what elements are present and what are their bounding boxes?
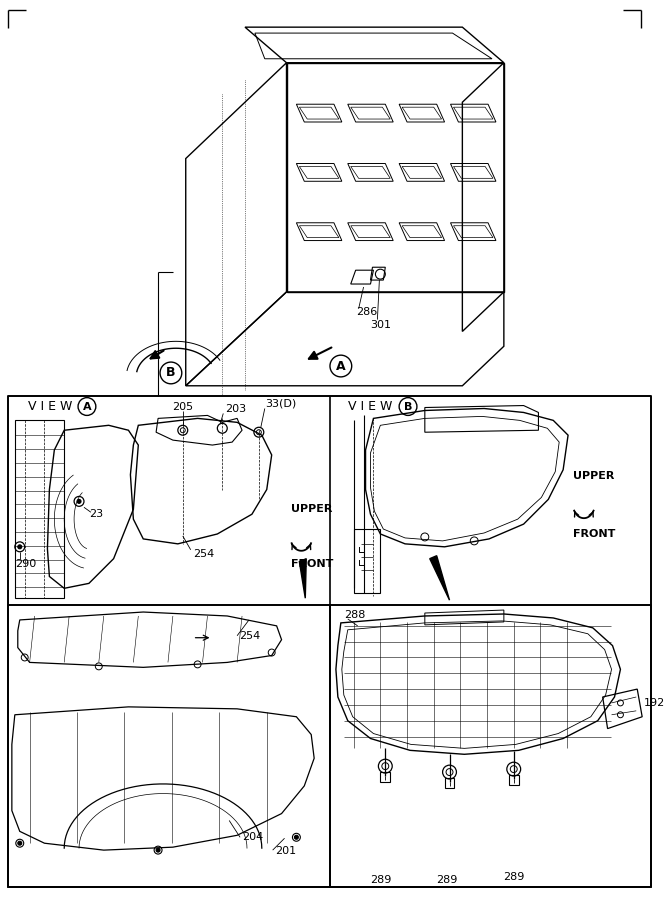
Text: 289: 289 [370, 875, 391, 885]
Text: FRONT: FRONT [573, 529, 616, 539]
Text: 33(D): 33(D) [265, 399, 296, 409]
Bar [8, 605, 330, 886]
Bar [330, 605, 651, 886]
Polygon shape [430, 555, 450, 600]
Text: 289: 289 [436, 875, 458, 885]
Circle shape [18, 544, 22, 549]
Text: 254: 254 [193, 549, 214, 559]
Text: 254: 254 [239, 631, 260, 641]
Circle shape [18, 842, 22, 845]
Text: A: A [83, 401, 91, 411]
Circle shape [294, 835, 298, 840]
Circle shape [77, 500, 81, 503]
Text: 289: 289 [503, 872, 524, 882]
Text: V I E W: V I E W [27, 400, 72, 413]
Text: 286: 286 [356, 307, 377, 317]
Polygon shape [299, 559, 306, 598]
Text: B: B [166, 366, 175, 380]
Text: 301: 301 [370, 320, 392, 329]
Text: 201: 201 [275, 846, 295, 856]
Circle shape [156, 848, 160, 852]
Text: FRONT: FRONT [291, 559, 334, 569]
Text: UPPER: UPPER [291, 504, 333, 514]
Text: 205: 205 [172, 401, 193, 411]
Text: 204: 204 [242, 832, 263, 842]
Text: 23: 23 [89, 509, 103, 519]
Text: 192: 192 [644, 698, 666, 708]
Text: V I E W: V I E W [348, 400, 392, 413]
Bar [8, 396, 651, 886]
Text: 203: 203 [225, 403, 246, 413]
Text: 288: 288 [344, 610, 366, 620]
Text: 290: 290 [15, 559, 36, 569]
Text: B: B [404, 401, 412, 411]
Text: A: A [336, 359, 346, 373]
Text: UPPER: UPPER [573, 471, 614, 481]
